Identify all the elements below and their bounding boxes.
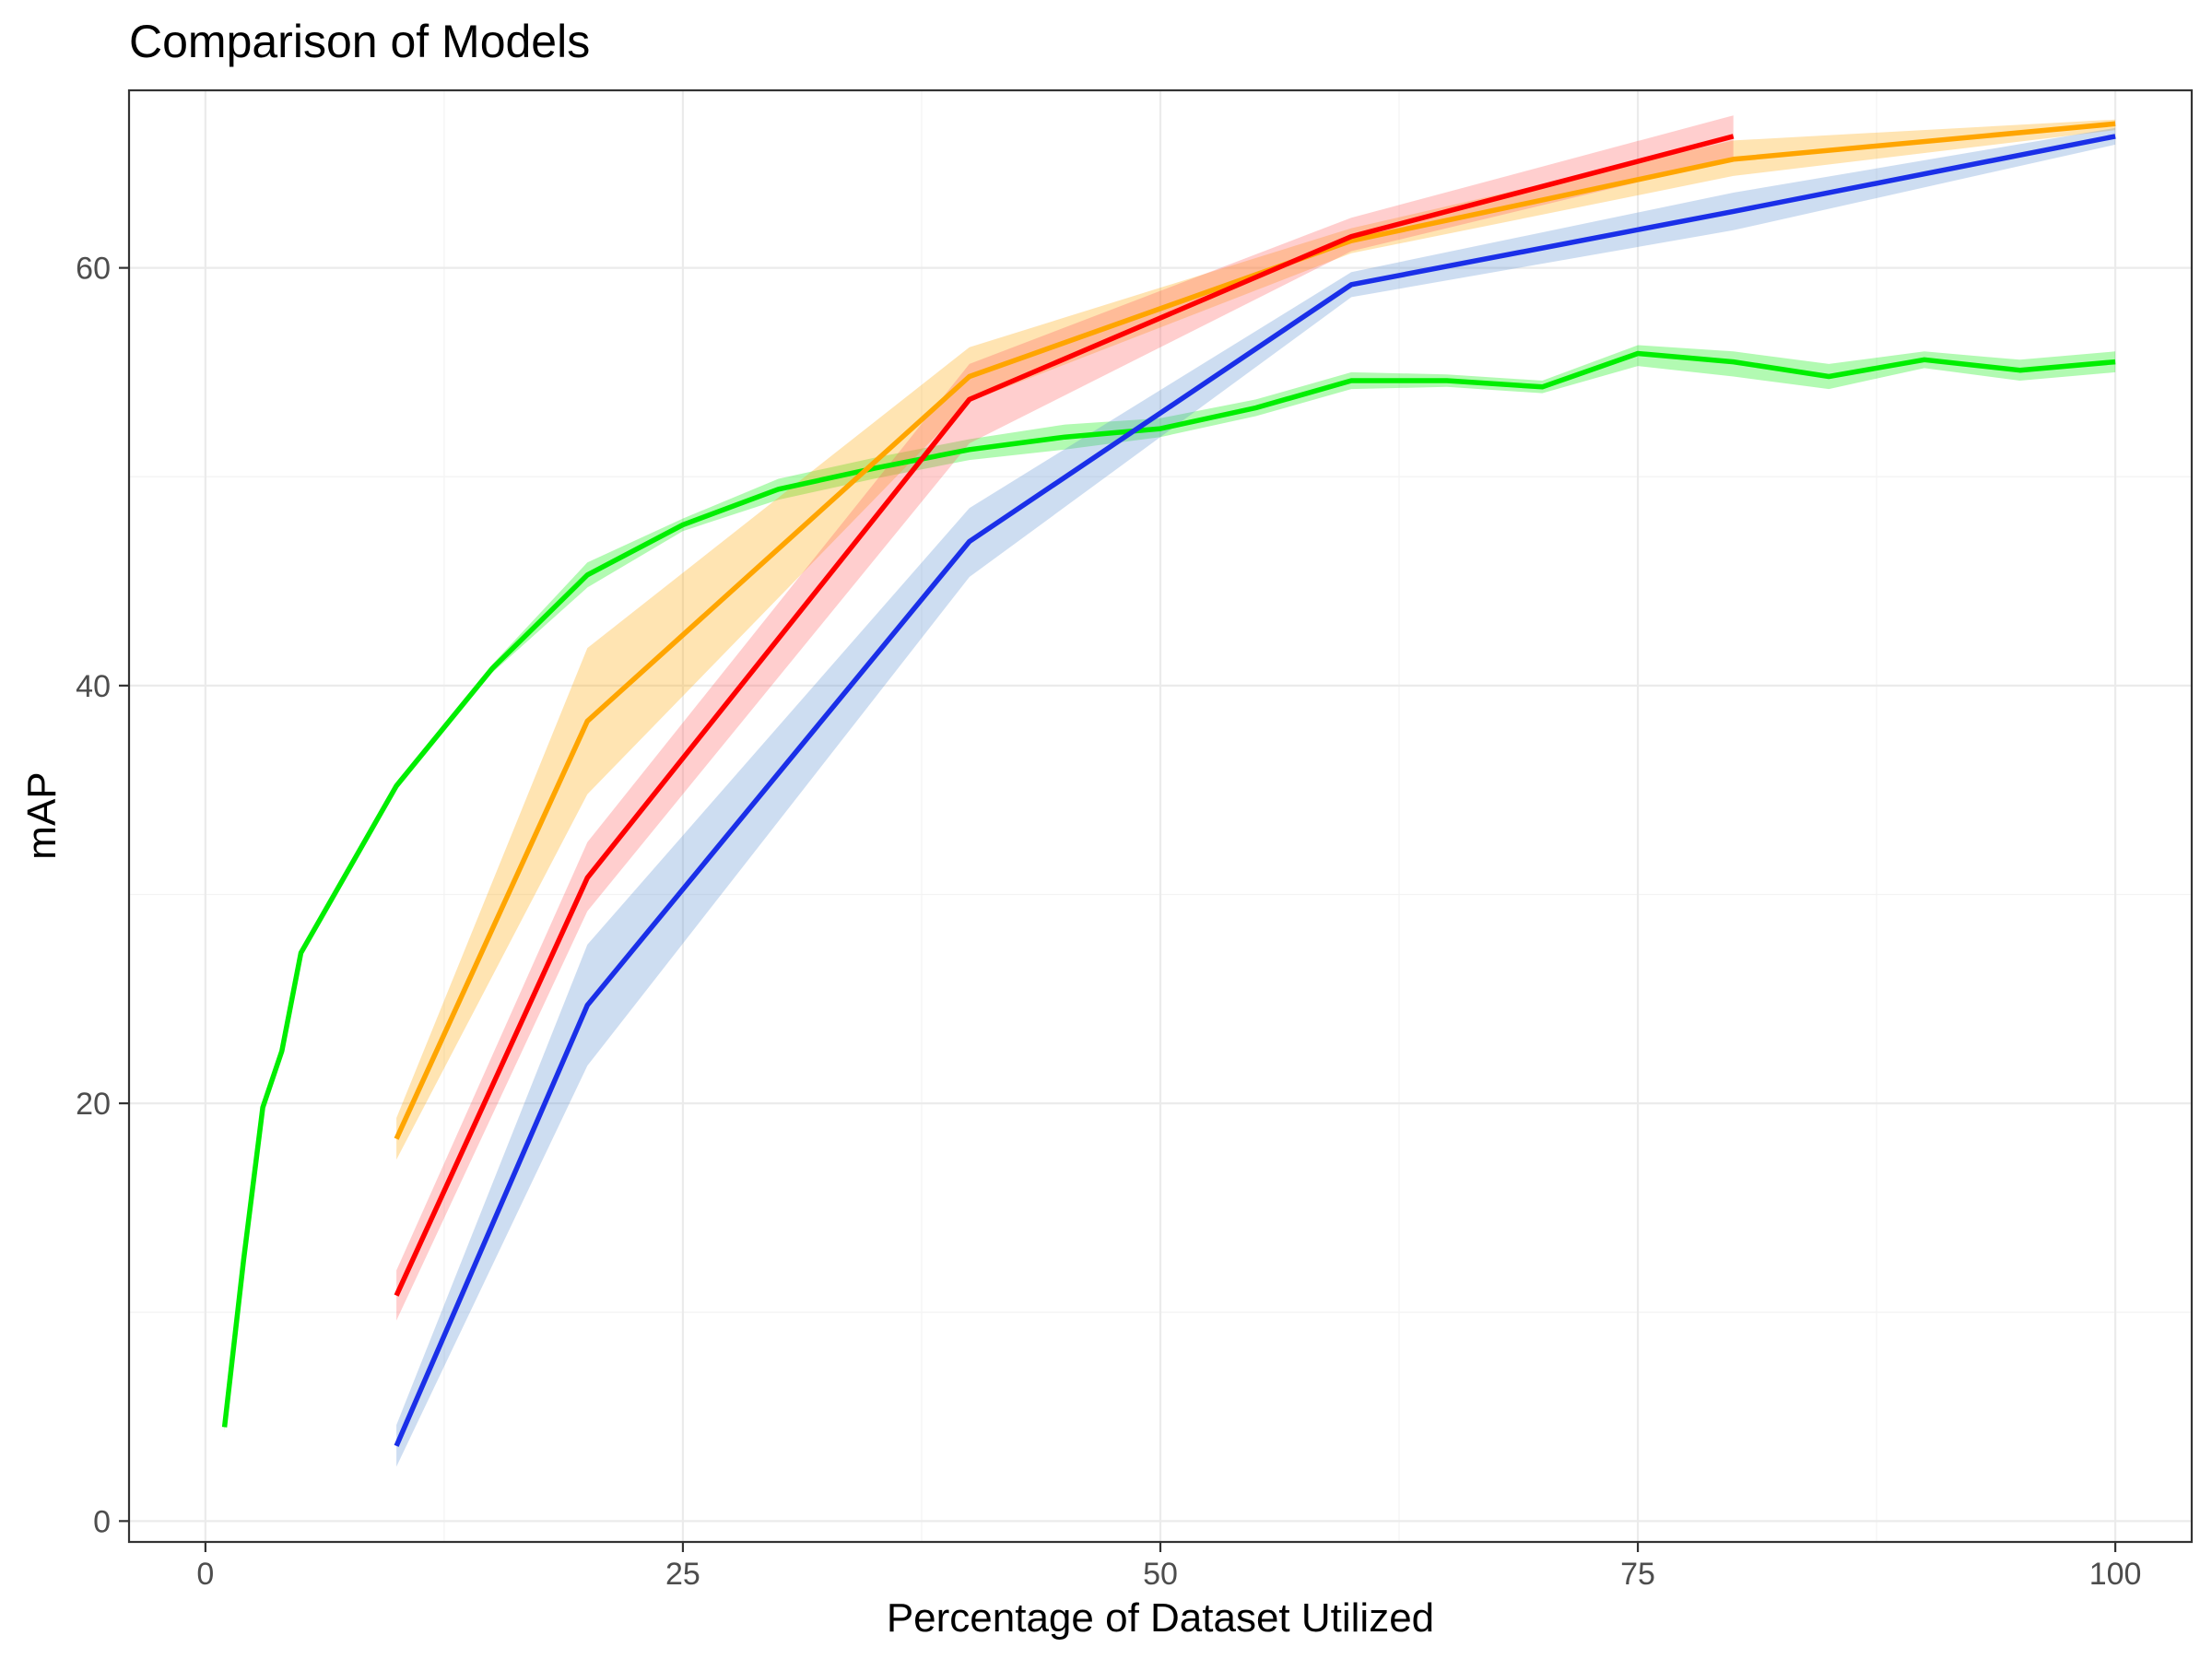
- confidence-bands: [224, 115, 2116, 1467]
- series-lines: [221, 121, 2116, 1447]
- x-tick-label: 100: [2089, 1557, 2142, 1592]
- grid: [129, 90, 2192, 1542]
- y-tick-label: 60: [76, 252, 111, 287]
- y-axis-title: mAP: [19, 771, 65, 859]
- y-axis: 0 20 40 60: [76, 252, 129, 1539]
- x-axis-title: Percentage of Dataset Utilized: [887, 1595, 1434, 1641]
- x-tick-label: 0: [196, 1557, 214, 1592]
- series-line: [394, 134, 2116, 1447]
- series-line: [394, 121, 2116, 1140]
- x-tick-label: 75: [1620, 1557, 1655, 1592]
- series-line: [221, 350, 2116, 1428]
- x-axis: 0 25 50 75 100: [196, 1542, 2141, 1592]
- series-line: [394, 134, 1735, 1297]
- y-tick-label: 20: [76, 1087, 111, 1122]
- x-tick-label: 50: [1143, 1557, 1178, 1592]
- x-tick-label: 25: [665, 1557, 700, 1592]
- y-tick-label: 40: [76, 669, 111, 704]
- y-tick-label: 0: [93, 1504, 111, 1539]
- confidence-band: [396, 127, 2116, 1467]
- chart-title: Comparison of Models: [129, 16, 590, 67]
